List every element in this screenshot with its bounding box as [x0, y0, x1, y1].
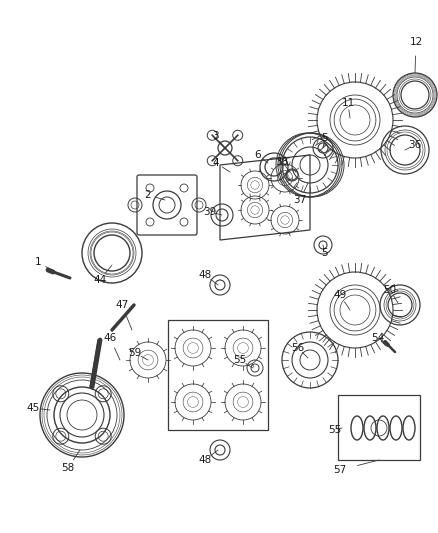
- Text: 59: 59: [128, 348, 141, 358]
- Text: 1: 1: [35, 257, 41, 267]
- Text: 11: 11: [341, 98, 355, 108]
- Text: 38: 38: [276, 157, 289, 167]
- Text: 2: 2: [145, 190, 151, 200]
- Text: 49: 49: [333, 290, 346, 300]
- Text: 55: 55: [328, 425, 342, 435]
- Text: 58: 58: [61, 463, 74, 473]
- Text: 5: 5: [321, 248, 328, 258]
- Text: 50: 50: [383, 285, 396, 295]
- Text: 55: 55: [233, 355, 247, 365]
- Text: 48: 48: [198, 270, 212, 280]
- Text: 3: 3: [212, 131, 218, 141]
- Text: 4: 4: [213, 158, 219, 168]
- Text: 37: 37: [293, 195, 307, 205]
- Text: 36: 36: [408, 140, 422, 150]
- Text: 48: 48: [198, 455, 212, 465]
- Text: 44: 44: [93, 275, 106, 285]
- Text: 5: 5: [321, 133, 328, 143]
- Text: 39: 39: [203, 207, 217, 217]
- Text: 46: 46: [103, 333, 117, 343]
- Text: 47: 47: [115, 300, 129, 310]
- Bar: [338, 395, 420, 460]
- Bar: [168, 320, 268, 430]
- Text: 54: 54: [371, 333, 385, 343]
- Text: 57: 57: [333, 465, 346, 475]
- Text: 6: 6: [254, 150, 261, 160]
- Text: 56: 56: [291, 343, 304, 353]
- Text: 45: 45: [26, 403, 39, 413]
- Text: 12: 12: [410, 37, 423, 47]
